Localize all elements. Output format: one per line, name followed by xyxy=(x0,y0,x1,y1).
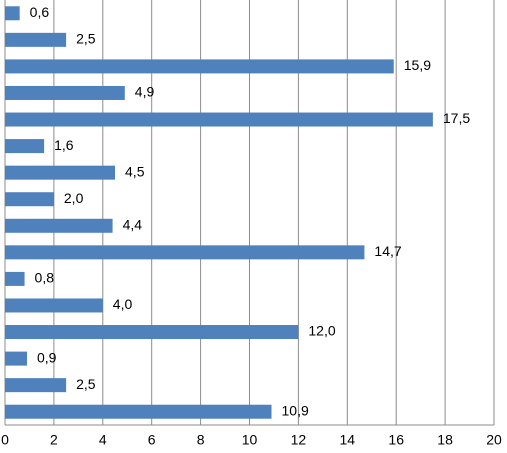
value-label: 4,0 xyxy=(113,296,133,312)
x-tick-label: 0 xyxy=(1,432,9,448)
x-tick-label: 16 xyxy=(388,432,404,448)
x-tick-label: 4 xyxy=(99,432,107,448)
value-label: 17,5 xyxy=(443,110,470,126)
value-label: 4,4 xyxy=(123,216,143,232)
x-tick-label: 14 xyxy=(340,432,356,448)
value-label: 2,5 xyxy=(76,31,96,47)
bar xyxy=(5,351,28,366)
value-label: 0,6 xyxy=(30,4,50,20)
value-label: 10,9 xyxy=(282,402,309,418)
bar xyxy=(5,298,103,313)
bar xyxy=(5,85,125,100)
bar xyxy=(5,192,54,207)
x-tick-label: 2 xyxy=(50,432,58,448)
value-label: 2,0 xyxy=(64,190,84,206)
bar xyxy=(5,245,365,260)
bar xyxy=(5,404,272,419)
bar xyxy=(5,139,45,154)
x-tick-label: 10 xyxy=(242,432,258,448)
bar xyxy=(5,59,394,74)
bar xyxy=(5,6,20,21)
value-label: 0,8 xyxy=(35,270,55,286)
value-label: 4,9 xyxy=(135,84,155,100)
value-label: 1,6 xyxy=(54,137,74,153)
bar xyxy=(5,271,25,286)
value-label: 15,9 xyxy=(404,57,431,73)
value-label: 0,9 xyxy=(37,349,57,365)
x-tick-label: 12 xyxy=(291,432,307,448)
bar xyxy=(5,218,113,233)
bar xyxy=(5,325,299,340)
bar xyxy=(5,165,116,180)
bar xyxy=(5,32,67,47)
bar xyxy=(5,378,67,393)
value-label: 2,5 xyxy=(76,376,96,392)
x-tick-label: 8 xyxy=(197,432,205,448)
value-label: 4,5 xyxy=(125,163,145,179)
value-label: 12,0 xyxy=(308,323,335,339)
value-label: 14,7 xyxy=(374,243,401,259)
x-tick-label: 20 xyxy=(486,432,502,448)
bar xyxy=(5,112,433,127)
x-tick-label: 6 xyxy=(148,432,156,448)
x-tick-label: 18 xyxy=(437,432,453,448)
